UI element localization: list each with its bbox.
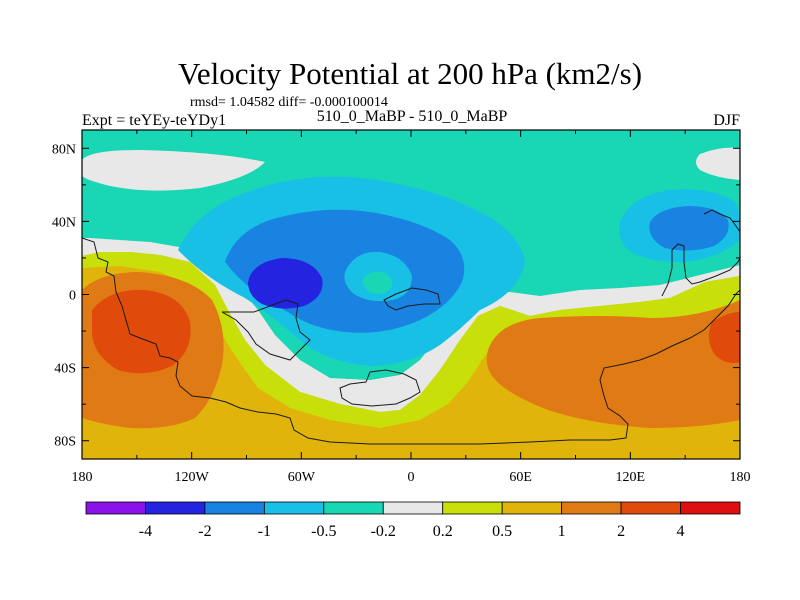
colorbar-label: 0.2 xyxy=(433,523,453,540)
contour-band-neg-4 xyxy=(248,258,323,309)
coastline-west-continent xyxy=(82,237,740,445)
x-tick-label: 180 xyxy=(72,470,93,485)
coastline-northeast xyxy=(703,209,740,233)
x-tick-label: 180 xyxy=(730,470,751,485)
x-tick-label: 120E xyxy=(616,470,646,485)
y-tick-label: 0 xyxy=(69,289,76,304)
colorbar-swatch xyxy=(263,501,325,515)
x-tick-label: 0 xyxy=(408,470,415,485)
x-tick-label: 60E xyxy=(509,470,532,485)
y-tick-label: 80S xyxy=(54,435,76,450)
y-tick-label: 40S xyxy=(54,362,76,377)
colorbar-label: -0.5 xyxy=(311,523,336,540)
contour-band-pos-2-east xyxy=(486,300,740,428)
colorbar-label: 1 xyxy=(558,523,566,540)
colorbar-swatch xyxy=(145,501,206,515)
colorbar-swatch xyxy=(382,501,444,515)
colorbar-label: 2 xyxy=(617,523,625,540)
coastlines xyxy=(82,209,740,445)
contour-band-neg-0.5-hole xyxy=(362,271,393,294)
colorbar-label: -2 xyxy=(198,523,211,540)
left-label: Expt = teYEy-teYDy1 xyxy=(82,112,226,129)
colorbar-label: -1 xyxy=(258,523,271,540)
contour-band-neutral-arctic-east xyxy=(696,147,740,180)
colorbar-label: 4 xyxy=(677,523,685,540)
contour-band-neutral-arctic xyxy=(82,150,265,191)
x-tick-label: 120W xyxy=(175,470,210,485)
chart-title: Velocity Potential at 200 hPa (km2/s) xyxy=(178,56,642,91)
colorbar-swatch xyxy=(620,501,681,515)
colorbar-swatch xyxy=(323,501,384,515)
y-tick-label: 80N xyxy=(52,142,76,157)
colorbar-swatch xyxy=(442,501,503,515)
contour-band-neg-2-east xyxy=(649,206,729,251)
colorbar-label: 0.5 xyxy=(492,523,512,540)
colorbar-label: -4 xyxy=(139,523,152,540)
contour-field xyxy=(82,130,740,459)
center-label: 510_0_MaBP - 510_0_MaBP xyxy=(317,108,508,125)
coastline-central xyxy=(221,299,311,361)
contour-band-pos-0.5 xyxy=(82,252,740,428)
colorbar-swatch xyxy=(680,501,741,515)
x-tick-label: 60W xyxy=(288,470,316,485)
y-tick-label: 40N xyxy=(52,215,76,230)
colorbar-swatch xyxy=(501,501,563,515)
contour-band-pos-4-east xyxy=(708,312,740,364)
colorbar-label: -0.2 xyxy=(371,523,396,540)
coastline-south-land xyxy=(339,369,421,407)
colorbar-swatch xyxy=(85,501,146,515)
colorbar: -4 -2 -1 -0.5 -0.2 0.2 0.5 1 2 4 xyxy=(85,501,741,540)
contour-band-pos-4-west xyxy=(92,289,191,374)
coastline-equatorial-island xyxy=(383,287,441,311)
right-label: DJF xyxy=(713,112,740,129)
stats-line: rmsd= 1.04582 diff= -0.000100014 xyxy=(190,95,388,110)
colorbar-swatch xyxy=(561,501,622,515)
coastline-east-peninsula xyxy=(661,243,740,297)
colorbar-swatch xyxy=(204,501,265,515)
axes: 180 120W 60W 0 60E 120E 180 80N 40N 0 40S 80S xyxy=(52,130,751,485)
